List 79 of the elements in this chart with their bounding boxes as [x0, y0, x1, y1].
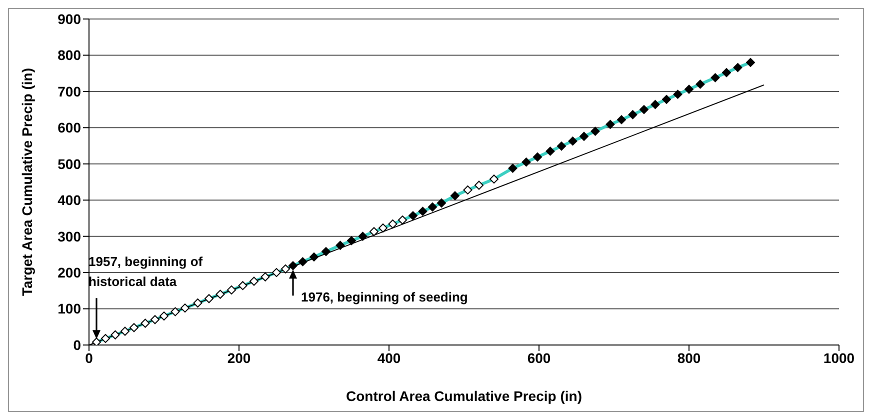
point [160, 312, 168, 321]
point [522, 158, 531, 167]
point [546, 146, 555, 156]
point [120, 326, 130, 336]
point [298, 257, 308, 266]
point [590, 126, 600, 136]
y-tick-label: 100 [58, 300, 82, 317]
point [288, 261, 298, 270]
point [533, 152, 542, 162]
point [463, 185, 472, 194]
point [378, 224, 388, 232]
point [150, 315, 160, 324]
x-tick-label: 1000 [823, 350, 855, 366]
point [347, 236, 356, 246]
y-tick-label: 900 [58, 10, 82, 27]
y-axis-title: Target Area Cumulative Precip (in) [18, 68, 35, 296]
point [490, 174, 498, 184]
y-tick-label: 300 [58, 228, 82, 244]
point [358, 232, 368, 241]
y-tick-label: 400 [58, 192, 82, 208]
point [310, 252, 318, 262]
point [733, 63, 742, 72]
point [193, 298, 202, 308]
point [336, 240, 345, 250]
point [408, 211, 418, 220]
point [580, 132, 588, 141]
point [474, 180, 484, 190]
point [428, 202, 437, 212]
point [398, 216, 407, 225]
point [227, 285, 236, 294]
point [450, 191, 460, 200]
point [606, 120, 615, 129]
point [272, 268, 281, 278]
y-tick-label: 500 [58, 156, 82, 172]
point [418, 206, 428, 216]
point [110, 330, 120, 340]
x-tick-label: 0 [85, 350, 94, 366]
x-tick-label: 800 [677, 350, 701, 366]
x-tick-label: 200 [227, 350, 251, 366]
point [204, 294, 214, 304]
point [650, 100, 660, 109]
point [322, 247, 330, 256]
point [568, 136, 578, 146]
annotation: 1976, beginning of seeding [301, 290, 468, 305]
point [640, 105, 648, 114]
x-tick-label: 400 [377, 350, 401, 366]
point [628, 110, 638, 120]
point [281, 264, 290, 274]
point [710, 73, 720, 82]
point [722, 68, 731, 78]
annotation: 1957, beginning of historical data [88, 254, 204, 290]
point [216, 290, 225, 299]
point [101, 334, 110, 343]
point [437, 198, 446, 208]
point [684, 84, 694, 94]
y-tick-label: 0 [73, 336, 82, 353]
point [617, 115, 626, 124]
point [673, 90, 682, 99]
point [746, 58, 755, 67]
x-axis-title: Control Area Cumulative Precip (in) [346, 388, 582, 404]
x-tick-label: 600 [527, 350, 551, 366]
point [238, 281, 248, 290]
y-tick-label: 200 [58, 264, 82, 281]
point [130, 323, 138, 332]
y-tick-label: 600 [58, 120, 82, 136]
point [388, 220, 398, 229]
point [170, 307, 180, 316]
point [92, 338, 101, 345]
point [260, 272, 270, 282]
point [140, 318, 150, 328]
point [696, 80, 705, 89]
y-tick-label: 800 [58, 47, 82, 64]
point [370, 227, 378, 236]
point [662, 94, 671, 104]
point [250, 276, 258, 286]
point [508, 164, 518, 173]
point [557, 142, 566, 151]
point [180, 304, 190, 313]
y-tick-label: 700 [58, 83, 82, 100]
